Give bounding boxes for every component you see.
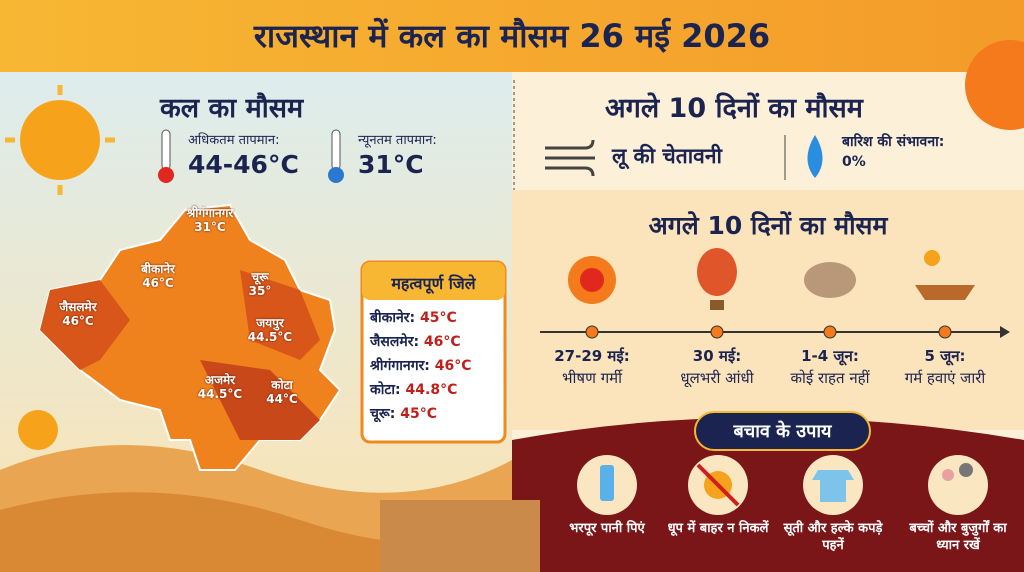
district-temp: 46°C: [434, 358, 472, 374]
city-temp: 31°C: [194, 220, 226, 234]
precautions-title: बचाव के उपाय: [733, 421, 832, 442]
district-temp: 45°C: [400, 406, 438, 422]
district-name: कोटा:: [370, 382, 401, 398]
city-temp: 44.5°C: [197, 387, 243, 401]
timeline-date: 5 जून:: [924, 347, 966, 365]
min-label: न्यूनतम तापमान:: [358, 133, 437, 148]
precaution-label: धूप में बाहर न निकलें: [667, 521, 769, 536]
districts-list: बीकानेर: 45°C जैसलमेर: 46°C श्रीगंगानगर: 4…: [370, 306, 472, 426]
timeline-desc: कोई राहत नहीं: [790, 369, 870, 387]
city-name: बीकानेर: [141, 262, 175, 276]
district-row: चूरू: 45°C: [370, 402, 472, 426]
min-value: 31°C: [358, 150, 424, 179]
city-label: बीकानेर 46°C: [118, 262, 198, 290]
city-name: कोटा: [271, 378, 293, 392]
city-name: जयपुर: [256, 316, 284, 330]
timeline-date: 30 मई:: [692, 347, 742, 365]
max-value: 44-46°C: [188, 150, 299, 179]
city-label: जैसलमेर 46°C: [38, 300, 118, 328]
city-name: चूरू: [251, 270, 269, 284]
timeline-desc: गर्म हवाएं जारी: [904, 369, 986, 387]
city-name: अजमेर: [204, 373, 236, 387]
district-row: श्रीगंगानगर: 46°C: [370, 354, 472, 378]
city-label: अजमेर 44.5°C: [180, 373, 260, 401]
page-title: राजस्थान में कल का मौसम 26 मई 2026: [253, 17, 771, 55]
district-name: जैसलमेर:: [370, 334, 420, 350]
city-label: श्रीगंगानगर 31°C: [170, 206, 250, 234]
city-name: श्रीगंगानगर: [186, 206, 234, 220]
heat-warning: लू की चेतावनी: [612, 144, 722, 168]
tomorrow-title: कल का मौसम: [160, 93, 304, 124]
district-row: जैसलमेर: 46°C: [370, 330, 472, 354]
district-temp: 44.8°C: [405, 382, 458, 398]
district-temp: 45°C: [419, 310, 457, 326]
city-name: जैसलमेर: [59, 300, 97, 314]
timeline-date: 1-4 जून:: [801, 347, 859, 365]
district-name: बीकानेर:: [370, 310, 416, 326]
rain-chance: बारिश की संभावना: 0%: [842, 134, 945, 170]
district-name: श्रीगंगानगर:: [370, 358, 430, 374]
city-temp: 44°C: [266, 392, 298, 406]
timeline-date: 27-29 मई:: [554, 347, 630, 365]
district-temp: 46°C: [423, 334, 461, 350]
city-label: चूरू 35°: [220, 270, 300, 298]
precaution-label: भरपूर पानी पिएं: [569, 521, 645, 536]
forecast-title: अगले 10 दिनों का मौसम: [605, 93, 863, 124]
districts-title: महत्वपूर्ण जिले: [391, 274, 476, 293]
city-temp: 44.5°C: [247, 330, 293, 344]
city-temp: 35°: [248, 284, 272, 298]
city-label: जयपुर 44.5°C: [230, 316, 310, 344]
forecast-subtitle: अगले 10 दिनों का मौसम: [648, 211, 888, 240]
timeline-desc: भीषण गर्मी: [561, 369, 622, 387]
max-label: अधिकतम तापमान:: [188, 133, 280, 148]
district-row: बीकानेर: 45°C: [370, 306, 472, 330]
district-name: चूरू:: [370, 406, 396, 422]
city-label: कोटा 44°C: [242, 378, 322, 406]
precaution-label: बच्चों और बुजुर्गों का ध्यान रखें: [909, 521, 1007, 553]
city-temp: 46°C: [142, 276, 174, 290]
district-row: कोटा: 44.8°C: [370, 378, 472, 402]
city-temp: 46°C: [62, 314, 94, 328]
precaution-label: सूती और हल्के कपड़े पहनें: [783, 521, 883, 553]
timeline-desc: धूलभरी आंधी: [680, 369, 754, 387]
